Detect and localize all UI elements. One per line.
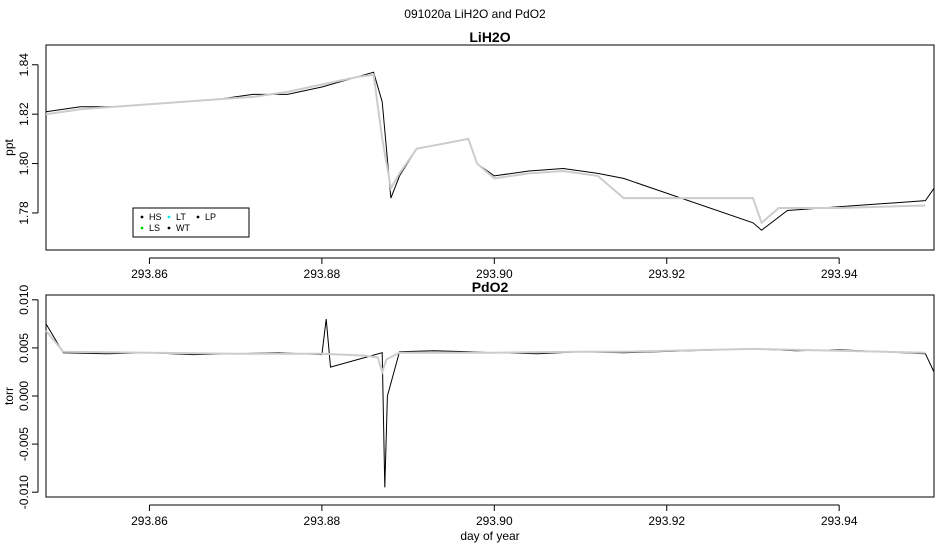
y-tick-label-pdo2: 0.000	[17, 381, 31, 411]
legend-marker-ls	[140, 226, 144, 230]
y-axis-label-lih2o: ppt	[2, 138, 16, 155]
x-tick-label-pdo2: 293.86	[131, 514, 168, 528]
legend-label-ls: LS	[149, 223, 160, 233]
legend: HS LT LP LS WT	[132, 207, 250, 238]
x-tick-label-lih2o: 293.88	[304, 267, 341, 281]
panel-title-pdo2: PdO2	[472, 279, 509, 295]
legend-label-lt: LT	[176, 212, 186, 222]
series-line-raw-pdo2	[45, 318, 935, 488]
line-layer-pdo2	[45, 318, 935, 488]
y-tick-label-lih2o: 1.78	[17, 201, 31, 225]
y-axis-label-pdo2: torr	[2, 387, 16, 405]
x-tick-label-pdo2: 293.94	[821, 514, 858, 528]
y-tick-label-pdo2: 0.005	[17, 333, 31, 363]
y-tick-label-pdo2: -0.010	[17, 475, 31, 509]
legend-marker-wt	[167, 226, 171, 230]
x-tick-label-lih2o: 293.86	[131, 267, 168, 281]
y-tick-label-pdo2: 0.010	[17, 284, 31, 314]
legend-label-lp: LP	[205, 212, 216, 222]
x-tick-label-pdo2: 293.90	[476, 514, 513, 528]
series-line-smooth-pdo2	[45, 329, 926, 376]
legend-item-ls: LS	[140, 223, 160, 233]
figure-suptitle: 091020a LiH2O and PdO2	[404, 7, 546, 21]
legend-box	[132, 207, 250, 238]
series-line-raw-lih2o	[45, 71, 935, 231]
legend-label-wt: WT	[176, 223, 190, 233]
legend-item-lt: LT	[167, 212, 186, 222]
x-tick-label-pdo2: 293.92	[648, 514, 685, 528]
y-tick-label-pdo2: -0.005	[17, 427, 31, 461]
plot-frame-pdo2	[45, 294, 935, 498]
series-line-smooth-lih2o	[45, 73, 926, 225]
panel-title-lih2o: LiH2O	[469, 29, 510, 45]
panel-pdo2: PdO2 293.86 293.88 293.90 293.92 293.94 -0.01…	[2, 279, 935, 543]
x-tick-label-lih2o: 293.90	[476, 267, 513, 281]
axis-lih2o: 293.86 293.88 293.90 293.92 293.94 1.78 1.80 1.…	[17, 53, 858, 281]
x-axis-label: day of year	[460, 529, 519, 543]
legend-label-hs: HS	[149, 212, 162, 222]
x-tick-label-lih2o: 293.94	[821, 267, 858, 281]
y-tick-label-lih2o: 1.84	[17, 53, 31, 77]
y-tick-label-lih2o: 1.80	[17, 152, 31, 176]
y-tick-label-lih2o: 1.82	[17, 102, 31, 126]
x-tick-label-lih2o: 293.92	[648, 267, 685, 281]
legend-item-lp: LP	[196, 212, 216, 222]
x-tick-label-pdo2: 293.88	[304, 514, 341, 528]
legend-item-hs: HS	[140, 212, 162, 222]
plot-frame-lih2o	[45, 44, 935, 251]
panel-lih2o: LiH2O 293.86 293.88 293.90 293.92 293.94 1.78…	[2, 29, 935, 281]
legend-marker-lp	[196, 215, 200, 219]
legend-marker-lt	[167, 215, 171, 219]
legend-item-wt: WT	[167, 223, 190, 233]
line-layer-lih2o	[45, 71, 935, 231]
axis-pdo2: 293.86 293.88 293.90 293.92 293.94 -0.010 -0.0…	[17, 284, 858, 528]
legend-marker-hs	[140, 215, 144, 219]
